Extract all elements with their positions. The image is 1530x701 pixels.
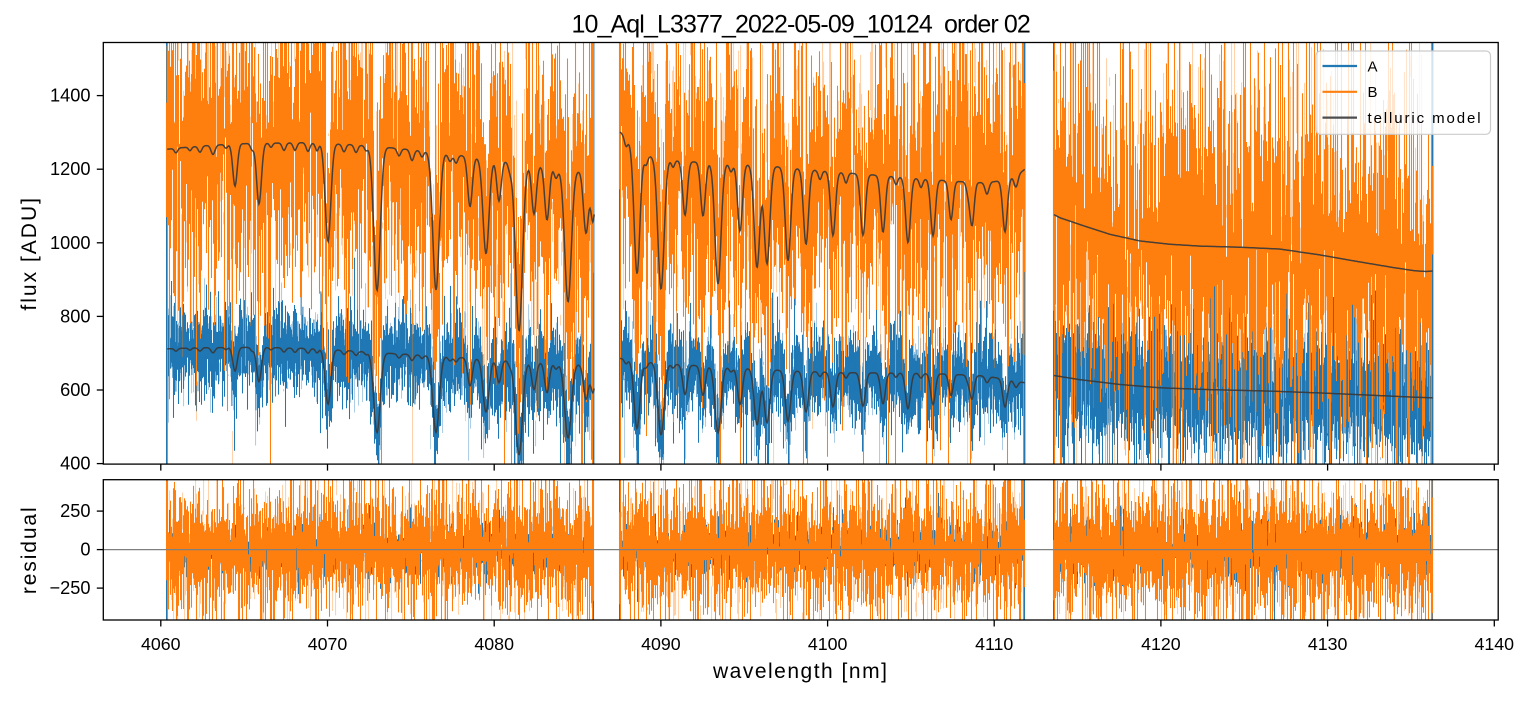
svg-text:residual: residual	[18, 505, 41, 594]
svg-text:4100: 4100	[808, 634, 848, 654]
svg-text:4140: 4140	[1475, 634, 1515, 654]
svg-text:−250: −250	[50, 578, 91, 598]
svg-text:0: 0	[80, 540, 90, 560]
svg-text:4130: 4130	[1308, 634, 1348, 654]
svg-text:600: 600	[60, 380, 90, 400]
svg-text:1000: 1000	[50, 233, 90, 253]
svg-text:400: 400	[60, 454, 90, 474]
svg-text:B: B	[1368, 84, 1380, 101]
svg-text:4110: 4110	[975, 634, 1013, 654]
svg-text:4080: 4080	[474, 634, 514, 654]
svg-text:800: 800	[60, 306, 90, 326]
svg-text:4090: 4090	[641, 634, 681, 654]
svg-text:A: A	[1368, 58, 1380, 75]
svg-text:250: 250	[60, 501, 90, 521]
svg-text:1400: 1400	[50, 86, 90, 106]
svg-text:4070: 4070	[308, 634, 348, 654]
svg-text:10_Aql_L3377_2022-05-09_10124: 10_Aql_L3377_2022-05-09_10124 order 02	[572, 11, 1030, 39]
svg-text:telluric model: telluric model	[1368, 110, 1483, 127]
svg-text:1200: 1200	[50, 159, 90, 179]
svg-text:flux [ADU]: flux [ADU]	[18, 196, 41, 311]
svg-text:4120: 4120	[1141, 634, 1181, 654]
svg-text:4060: 4060	[141, 634, 181, 654]
svg-text:wavelength [nm]: wavelength [nm]	[712, 660, 888, 683]
